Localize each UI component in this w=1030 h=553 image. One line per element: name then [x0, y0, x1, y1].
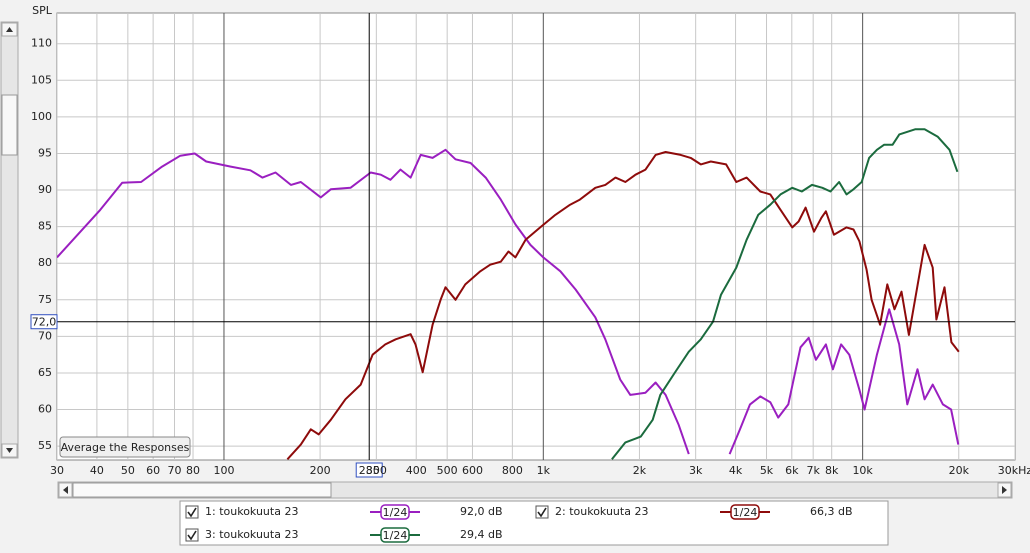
- smoothing-label: 1/24: [383, 529, 408, 542]
- arrow-icon: [6, 27, 13, 32]
- legend-label: 2: toukokuuta 23: [555, 505, 648, 518]
- x-tick-label: 300: [366, 464, 387, 477]
- x-tick-label: 1k: [537, 464, 551, 477]
- y-tick-label: 80: [38, 256, 52, 269]
- y-axis-label: SPL: [32, 4, 53, 17]
- y-tick-label: 55: [38, 439, 52, 452]
- check-icon: [537, 507, 547, 518]
- x-tick-label: 400: [406, 464, 427, 477]
- response-curve: [611, 128, 959, 460]
- x-tick-label: 60: [146, 464, 160, 477]
- button-label: Average the Responses: [61, 441, 190, 454]
- v-scrollbar[interactable]: [0, 21, 19, 459]
- y-tick-label: 65: [38, 366, 52, 379]
- response-curve: [57, 148, 960, 455]
- x-tick-label: 7k: [806, 464, 820, 477]
- legend-checkbox[interactable]: [185, 505, 199, 519]
- x-tick-label: 500: [437, 464, 458, 477]
- x-tick-label: 50: [121, 464, 135, 477]
- legend-checkbox[interactable]: [185, 528, 199, 542]
- y-tick-label: 85: [38, 220, 52, 233]
- x-tick-label: 40: [90, 464, 104, 477]
- cursor-value: 29,4 dB: [460, 528, 503, 541]
- x-tick-label: 4k: [729, 464, 743, 477]
- y-tick-label: 100: [31, 110, 52, 123]
- y-tick-label: 75: [38, 293, 52, 306]
- v-scroll-thumb[interactable]: [1, 94, 18, 156]
- smoothing-label: 1/24: [383, 506, 408, 519]
- overlay: 285 72,0 Average the Responses 1: toukokuut…: [30, 13, 1015, 543]
- legend-label: 1: toukokuuta 23: [205, 505, 298, 518]
- x-tick-label: 200: [310, 464, 331, 477]
- cursor-x-label: 285: [359, 464, 380, 477]
- x-tick-label: 5k: [760, 464, 774, 477]
- cursor-y-label: 72,0: [32, 316, 57, 329]
- y-tick-label: 95: [38, 146, 52, 159]
- arrow-icon: [6, 448, 13, 453]
- x-tick-label: 600: [462, 464, 483, 477]
- legend-checkbox[interactable]: [535, 505, 549, 519]
- y-tick-label: 70: [38, 329, 52, 342]
- legend-label: 3: toukokuuta 23: [205, 528, 298, 541]
- smoothing-box[interactable]: [380, 527, 410, 543]
- x-tick-label: 20k: [949, 464, 970, 477]
- x-tick-label: 30: [50, 464, 64, 477]
- x-tick-label: 10k: [852, 464, 873, 477]
- arrow-icon: [63, 486, 68, 494]
- h-scroll-thumb[interactable]: [72, 482, 332, 498]
- y-tick-label: 105: [31, 73, 52, 86]
- smoothing-box[interactable]: [730, 504, 760, 520]
- y-tick-label: 60: [38, 403, 52, 416]
- x-tick-label: 30kHz: [998, 464, 1030, 477]
- legend-panel: [179, 500, 889, 546]
- arrow-icon: [1002, 486, 1007, 494]
- check-icon: [187, 507, 197, 518]
- x-tick-label: 100: [213, 464, 234, 477]
- x-tick-label: 2k: [633, 464, 647, 477]
- cursor-value: 92,0 dB: [460, 505, 503, 518]
- x-tick-label: 70: [168, 464, 182, 477]
- cursor-y-box: [30, 314, 58, 330]
- response-curve: [286, 151, 960, 460]
- curves: [57, 13, 1015, 460]
- cursor-value: 66,3 dB: [810, 505, 853, 518]
- check-icon: [187, 530, 197, 541]
- y-tick-label: 90: [38, 183, 52, 196]
- y-tick-label: 110: [31, 37, 52, 50]
- x-tick-label: 3k: [689, 464, 703, 477]
- x-tick-label: 8k: [825, 464, 839, 477]
- plot-area: [56, 12, 1016, 461]
- smoothing-box[interactable]: [380, 504, 410, 520]
- average-button[interactable]: [59, 436, 191, 458]
- x-tick-label: 6k: [785, 464, 799, 477]
- x-tick-label: 800: [502, 464, 523, 477]
- cursor-x-box: [355, 462, 383, 478]
- x-tick-label: 80: [186, 464, 200, 477]
- smoothing-label: 1/24: [733, 506, 758, 519]
